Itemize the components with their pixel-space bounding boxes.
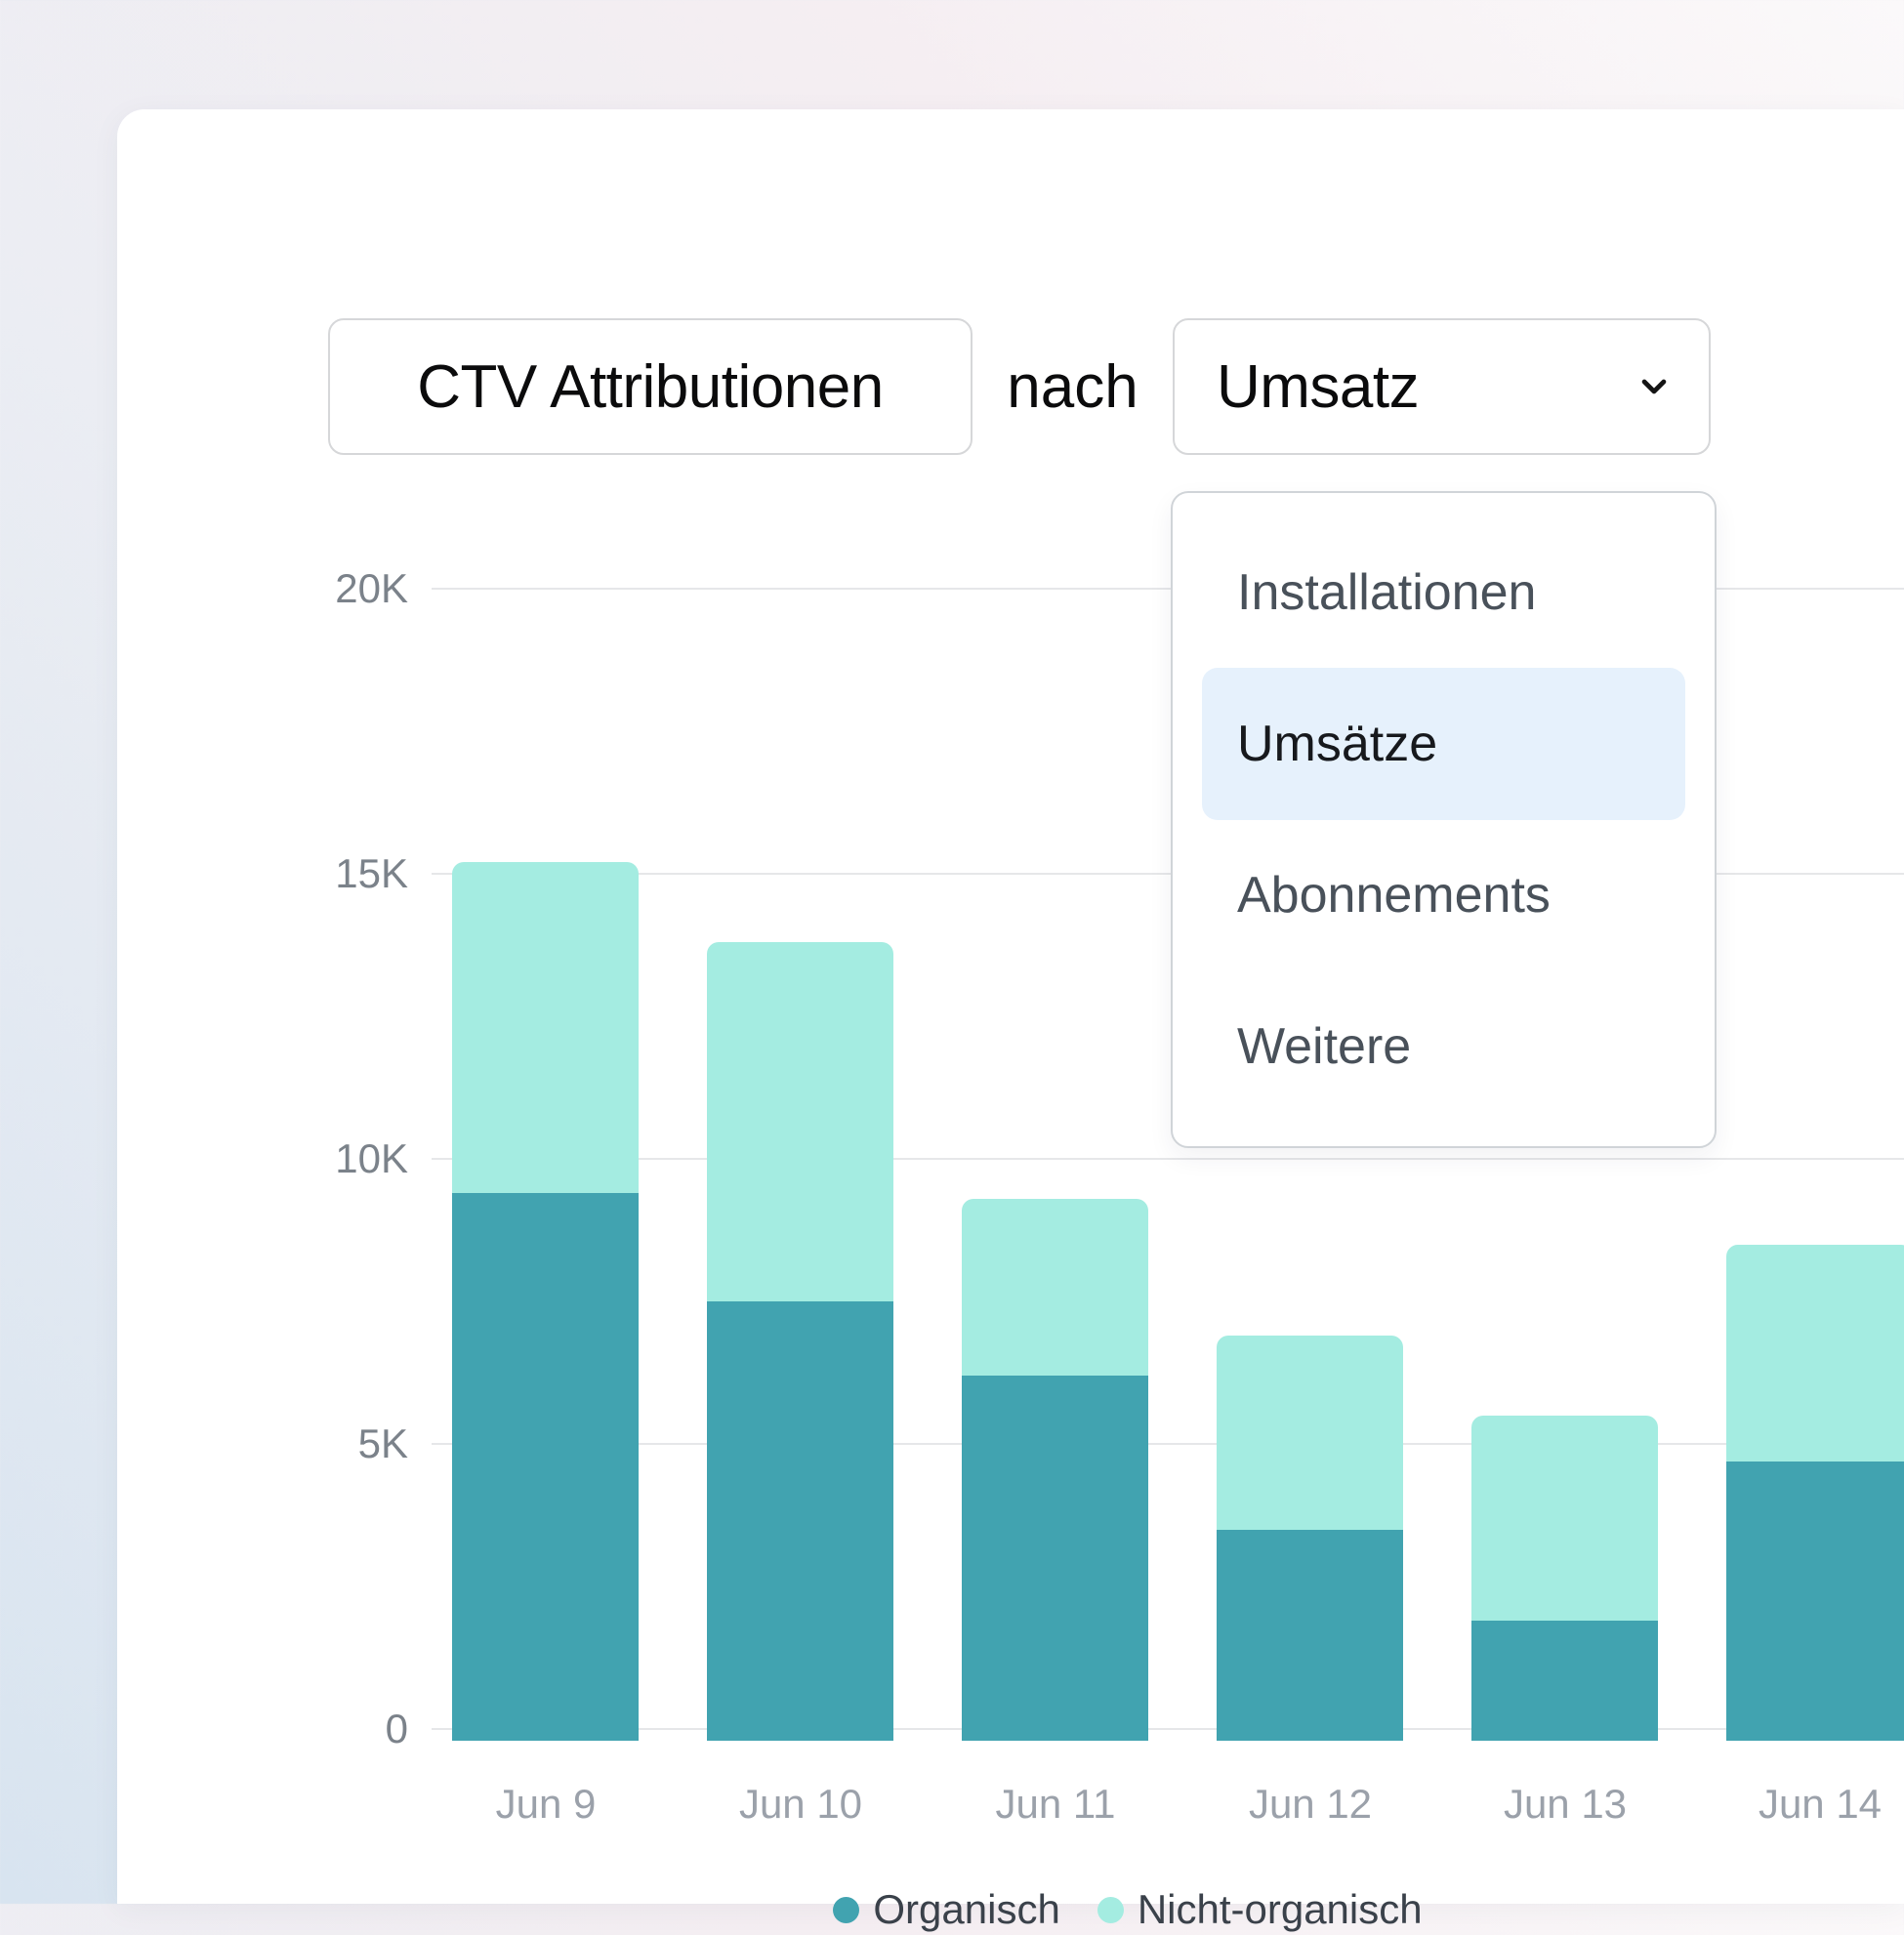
dropdown-item-label: Umsätze [1237,715,1437,773]
legend-item-organisch[interactable]: Organisch [833,1886,1059,1933]
dropdown-item-installationen[interactable]: Installationen [1202,516,1685,668]
x-axis-label-jun-14: Jun 14 [1693,1781,1904,1828]
y-axis-tick-label: 10K [234,1133,408,1184]
gridline-0 [432,1728,1904,1730]
x-axis-label-jun-11: Jun 11 [929,1781,1183,1828]
dropdown-item-abonnements[interactable]: Abonnements [1202,820,1685,971]
dropdown-item-label: Weitere [1237,1017,1411,1076]
chart-legend: Organisch Nicht-organisch [430,1884,1826,1935]
dropdown-item-label: Installationen [1237,563,1536,622]
y-axis-tick-label: 15K [234,848,408,899]
bar-segment-organisch-jun-14[interactable] [1726,1462,1904,1741]
bar-segment-nicht-organisch-jun-9[interactable] [452,862,639,1193]
bar-segment-nicht-organisch-jun-10[interactable] [707,942,893,1301]
gridline-10k [432,1158,1904,1160]
x-axis-label-jun-12: Jun 12 [1183,1781,1438,1828]
bar-segment-nicht-organisch-jun-14[interactable] [1726,1245,1904,1462]
dropdown-item-weitere[interactable]: Weitere [1202,971,1685,1123]
bar-segment-nicht-organisch-jun-12[interactable] [1217,1336,1403,1530]
legend-dot-nicht-organisch [1097,1897,1124,1923]
bar-segment-organisch-jun-12[interactable] [1217,1530,1403,1741]
bar-segment-organisch-jun-9[interactable] [452,1193,639,1741]
legend-label: Nicht-organisch [1138,1886,1423,1933]
x-axis-label-jun-9: Jun 9 [419,1781,674,1828]
y-axis-tick-label: 0 [234,1704,408,1754]
y-axis-tick-label: 5K [234,1419,408,1469]
bar-segment-nicht-organisch-jun-11[interactable] [962,1199,1148,1376]
dropdown-item-label: Abonnements [1237,866,1551,925]
bar-segment-nicht-organisch-jun-13[interactable] [1471,1416,1658,1621]
dropdown-item-umsaetze[interactable]: Umsätze [1202,668,1685,819]
legend-label: Organisch [873,1886,1059,1933]
legend-dot-organisch [833,1897,859,1923]
bar-segment-organisch-jun-10[interactable] [707,1301,893,1741]
gridline-5k [432,1443,1904,1445]
bar-segment-organisch-jun-13[interactable] [1471,1621,1658,1741]
y-axis-tick-label: 20K [234,563,408,614]
bar-segment-organisch-jun-11[interactable] [962,1376,1148,1741]
metric-dropdown-menu: Installationen Umsätze Abonnements Weitere [1171,491,1717,1148]
chart-card: CTV Attributionen nach Umsatz Installati… [117,109,1904,1904]
x-axis-label-jun-10: Jun 10 [674,1781,929,1828]
legend-item-nicht-organisch[interactable]: Nicht-organisch [1097,1886,1423,1933]
x-axis-label-jun-13: Jun 13 [1438,1781,1693,1828]
